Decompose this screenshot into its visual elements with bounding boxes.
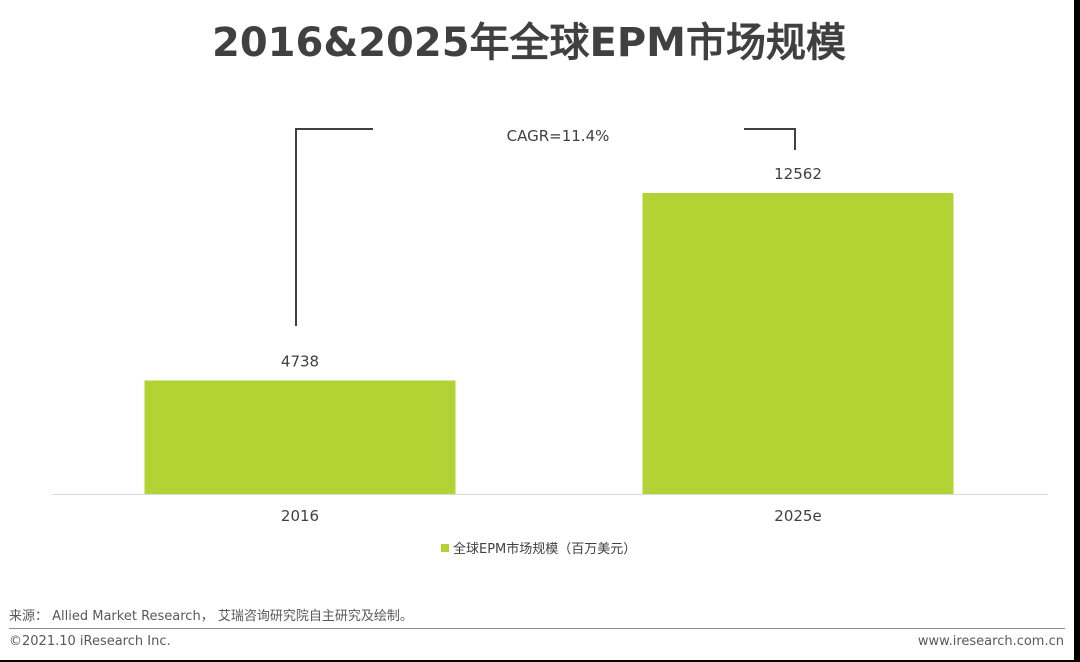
chart-title: 2016&2025年全球EPM市场规模	[212, 20, 846, 66]
copyright-text: ©2021.10 iResearch Inc.	[9, 634, 171, 649]
data-label-2016: 4738	[281, 352, 319, 370]
legend-swatch	[441, 544, 449, 552]
bar-2025e	[642, 193, 954, 494]
legend-label: 全球EPM市场规模（百万美元）	[453, 541, 636, 557]
x-tick-label-2016: 2016	[281, 507, 319, 525]
source-note: 来源： Allied Market Research， 艾瑞咨询研究院自主研究及…	[9, 609, 413, 624]
bar-chart: CAGR=11.4% 4738 2016 12562 2025e 全球EPM市场规模（…	[52, 127, 1048, 557]
data-label-2025e: 12562	[774, 165, 822, 183]
footer-divider	[9, 628, 1065, 629]
x-tick-label-2025e: 2025e	[774, 507, 821, 525]
cagr-annotation: CAGR=11.4%	[507, 127, 610, 145]
cagr-bracket-right	[744, 128, 796, 150]
cagr-bracket-left	[295, 128, 373, 326]
website-link: www.iresearch.com.cn	[917, 634, 1064, 649]
bar-2016	[144, 380, 456, 494]
